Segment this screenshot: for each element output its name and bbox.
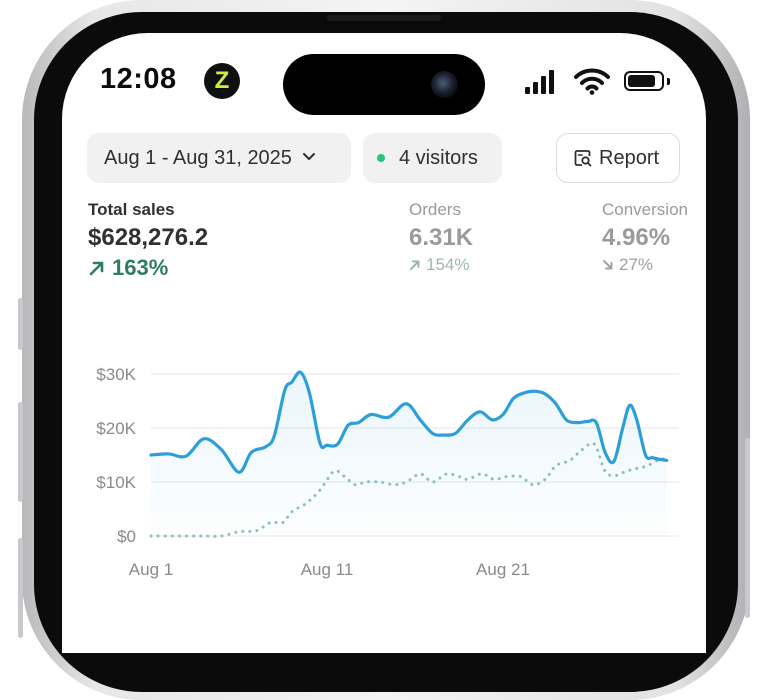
- sales-line-chart: $0 $10K $20K $30K Aug 1 Aug 11 Aug 21: [96, 365, 679, 579]
- arrow-up-right-icon: [89, 261, 104, 276]
- volume-down-button: [18, 538, 23, 638]
- cellular-signal-icon: [525, 70, 554, 94]
- metric-change-value: 163%: [112, 255, 169, 280]
- x-tick-label: Aug 21: [476, 560, 530, 579]
- metric-change: 154%: [409, 255, 473, 275]
- battery-tip: [667, 78, 670, 85]
- arrow-up-right-icon: [410, 260, 420, 270]
- analytics-dashboard: Aug 1 - Aug 31, 2025 4 visitors Report T…: [62, 128, 706, 653]
- metric-change-value: 27%: [619, 255, 654, 274]
- y-tick-label: $0: [117, 527, 136, 546]
- status-time: 12:08: [100, 63, 177, 95]
- x-tick-label: Aug 11: [301, 560, 354, 579]
- y-tick-label: $30K: [96, 365, 136, 384]
- y-tick-label: $10K: [96, 473, 136, 492]
- action-button: [18, 298, 23, 350]
- status-icons: [524, 67, 684, 97]
- status-bar: 12:08 Z: [62, 33, 706, 128]
- front-camera-icon: [431, 71, 458, 98]
- metric-orders[interactable]: Orders 6.31K 154%: [409, 200, 473, 275]
- metric-change: 163%: [88, 255, 208, 281]
- phone-screen: 12:08 Z Aug 1 - A: [62, 33, 706, 653]
- battery-level: [628, 75, 656, 87]
- metric-label: Orders: [409, 200, 461, 219]
- earpiece-speaker: [327, 15, 441, 21]
- metric-total-sales[interactable]: Total sales $628,276.2 163%: [88, 200, 208, 281]
- dynamic-island: [283, 54, 485, 115]
- metric-label: Conversion: [602, 200, 688, 219]
- wifi-icon: [574, 68, 610, 95]
- current-period-line: [149, 370, 669, 474]
- current-period-area: [151, 372, 667, 536]
- visitors-label: 4 visitors: [399, 146, 478, 169]
- power-button: [745, 438, 750, 618]
- battery-icon: [624, 71, 664, 91]
- live-visitors-button[interactable]: 4 visitors: [363, 133, 502, 183]
- y-tick-label: $20K: [96, 419, 136, 438]
- report-label: Report: [599, 146, 660, 169]
- arrow-down-right-icon: [603, 260, 613, 270]
- metric-change: 27%: [602, 255, 688, 275]
- app-z-icon: Z: [204, 63, 240, 99]
- metric-value: 6.31K: [409, 224, 474, 251]
- metric-value: $628,276.2: [88, 224, 209, 251]
- report-search-icon: [574, 150, 592, 167]
- chevron-down-icon: [302, 153, 315, 160]
- x-tick-label: Aug 1: [129, 560, 173, 579]
- report-button[interactable]: Report: [556, 133, 680, 183]
- date-range-label: Aug 1 - Aug 31, 2025: [104, 146, 292, 169]
- metric-change-value: 154%: [426, 255, 470, 274]
- metric-conversion[interactable]: Conversion 4.96% 27%: [602, 200, 688, 275]
- volume-up-button: [18, 402, 23, 502]
- live-status-dot: [377, 154, 385, 162]
- metric-label: Total sales: [88, 200, 175, 219]
- metric-value: 4.96%: [602, 224, 671, 251]
- date-range-picker[interactable]: Aug 1 - Aug 31, 2025: [87, 133, 351, 183]
